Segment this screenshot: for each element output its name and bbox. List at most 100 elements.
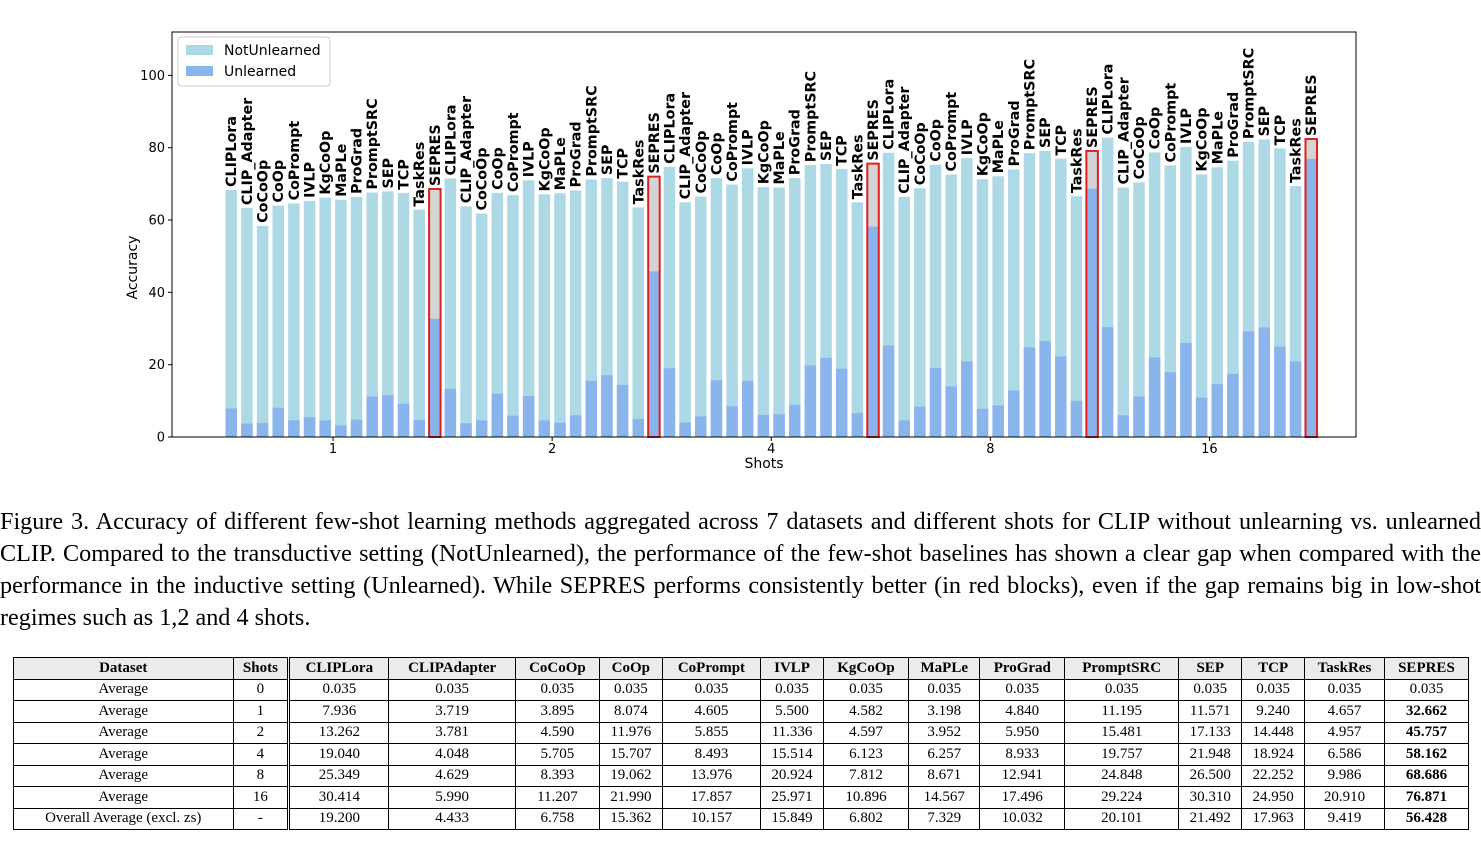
x-tick-label: 1 [329, 442, 337, 457]
bar-unlearned [303, 417, 316, 437]
bar-unlearned [1133, 396, 1145, 437]
table-cell: 15.362 [598, 807, 663, 830]
table-cell: 5.990 [388, 786, 516, 809]
bar-notunlearned [569, 190, 582, 437]
bar-unlearned [382, 395, 394, 437]
table-cell: 4.582 [822, 700, 910, 723]
bar-unlearned [1305, 158, 1317, 437]
method-label: CoCoOp [1132, 116, 1148, 179]
bar-notunlearned [507, 195, 519, 437]
bar-notunlearned [1195, 174, 1208, 438]
table-row: Average 4 19.040 4.048 5.705 15.707 8.493 15.51… [13, 743, 1470, 766]
method-label: MaPLe [1210, 111, 1226, 164]
bar-unlearned [601, 375, 613, 437]
header-cell: Dataset [13, 657, 234, 680]
bar-notunlearned [1289, 186, 1302, 437]
legend-box [177, 36, 331, 87]
bar-unlearned [992, 405, 1004, 437]
bar-notunlearned [382, 191, 394, 437]
bar-notunlearned [898, 196, 910, 437]
bar-unlearned [820, 357, 832, 437]
y-axis-label: Accuracy [125, 236, 141, 300]
table-cell: 26.500 [1178, 764, 1243, 787]
method-label: TaskRes [1289, 118, 1305, 183]
y-tick-label: 60 [148, 214, 165, 229]
table-cell: 3.781 [388, 721, 516, 744]
method-label: ProGrad [569, 121, 585, 187]
method-label: CoCoOp [256, 160, 272, 223]
table-cell: 7.329 [908, 807, 981, 830]
method-label: CLIP_Adapter [678, 91, 694, 199]
table-cell: 14.448 [1241, 721, 1306, 744]
header-cell: TaskRes [1304, 657, 1385, 680]
table-cell: 20.924 [760, 764, 824, 787]
table-cell: 17.133 [1178, 721, 1243, 744]
table-cell: 21.948 [1178, 743, 1243, 766]
table-cell: 1 [232, 700, 291, 723]
bar-notunlearned [1227, 160, 1239, 437]
bar-notunlearned [554, 193, 566, 437]
table-cell: 14.567 [908, 786, 981, 809]
table-cell: 0.035 [288, 678, 390, 701]
method-label: CLIP_Adapter [897, 86, 913, 194]
bar-unlearned [1086, 188, 1098, 437]
table-cell: 0.035 [1178, 678, 1243, 701]
bar-unlearned [1055, 356, 1067, 437]
table-cell: 11.976 [598, 721, 663, 744]
bar-notunlearned [397, 192, 410, 437]
bar-notunlearned [1023, 153, 1036, 437]
table-cell: 11.207 [514, 786, 600, 809]
method-label: KgCoOp [537, 127, 553, 191]
bar-notunlearned [1148, 152, 1161, 438]
bar-unlearned [757, 414, 770, 437]
bar-notunlearned [475, 213, 488, 437]
method-label: CoPrompt [944, 92, 960, 172]
table-cell: 10.032 [979, 807, 1066, 830]
x-tick-label: 2 [548, 442, 556, 457]
table-cell: 25.349 [288, 764, 390, 787]
method-label: CoPrompt [287, 121, 303, 201]
table-cell: 6.123 [822, 743, 910, 766]
method-label: CoCoOp [475, 147, 491, 210]
header-cell: KgCoOp [822, 657, 910, 680]
bar-unlearned [288, 420, 300, 437]
accuracy-bar-chart: CLIPLora CLIP_Adapter CoCoOp CoOp CoPrompt IV… [125, 31, 1357, 472]
header-cell: MaPLe [908, 657, 981, 680]
bar-notunlearned [945, 174, 957, 438]
table-cell: 4.590 [514, 721, 600, 744]
header-cell: SEP [1178, 657, 1243, 680]
method-label: KgCoOp [1195, 107, 1211, 171]
bar-unlearned [1148, 357, 1161, 437]
bar-unlearned [1101, 327, 1114, 437]
table-cell: 4 [232, 743, 291, 766]
method-label: CoOp [490, 147, 506, 190]
bar-notunlearned [538, 194, 551, 437]
table-cell: 8.493 [661, 743, 762, 766]
method-label: CLIPLora [443, 104, 459, 175]
method-label: CLIPLora [662, 93, 678, 164]
bar-unlearned [726, 406, 738, 437]
y-tick-label: 80 [148, 141, 165, 156]
bar-unlearned [695, 416, 707, 437]
bar-unlearned [1195, 397, 1208, 437]
table-cell: 7.812 [822, 764, 910, 787]
bar-notunlearned [992, 176, 1004, 437]
bar-notunlearned [804, 165, 817, 438]
legend-swatch [186, 45, 213, 55]
bar-unlearned [1070, 400, 1083, 437]
method-label: PromptSRC [584, 85, 600, 176]
bar-notunlearned [710, 178, 723, 437]
table-cell: 24.950 [1241, 786, 1306, 809]
bar-notunlearned [1117, 187, 1130, 437]
method-label: KgCoOp [756, 120, 772, 184]
method-label: TCP [1054, 125, 1070, 156]
table-cell: 21.492 [1178, 807, 1243, 830]
bar-unlearned [945, 386, 957, 437]
header-cell: ProGrad [979, 657, 1066, 680]
bar-unlearned [710, 380, 723, 437]
bar-unlearned [366, 396, 378, 437]
bar-notunlearned [961, 158, 973, 437]
table-cell: 29.224 [1064, 786, 1180, 809]
method-label: MaPLe [334, 144, 350, 197]
bar-notunlearned [225, 190, 237, 437]
